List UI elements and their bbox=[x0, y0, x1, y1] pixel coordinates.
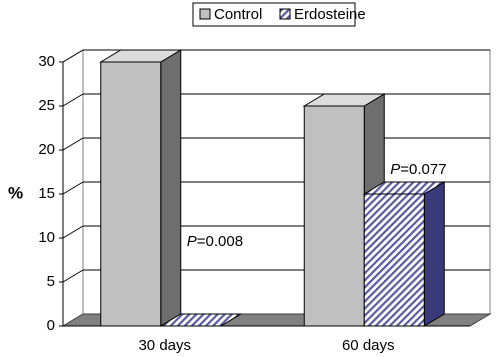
legend bbox=[192, 2, 356, 27]
bar-top bbox=[158, 313, 243, 327]
y-tick-label: 30 bbox=[38, 53, 55, 70]
y-tick-label: 15 bbox=[38, 185, 55, 202]
annotation-symbol: P bbox=[390, 161, 400, 178]
grid-line bbox=[62, 49, 84, 63]
x-tick-label: 30 days bbox=[138, 337, 191, 354]
bar bbox=[303, 105, 365, 327]
legend-swatch bbox=[199, 8, 211, 20]
grid-line bbox=[62, 181, 84, 195]
grid-line bbox=[62, 93, 84, 107]
grid-line bbox=[62, 225, 84, 239]
bar bbox=[363, 193, 425, 327]
bar-side bbox=[160, 49, 182, 327]
annotation-text: =0.008 bbox=[197, 233, 243, 250]
y-tick-label: 5 bbox=[47, 273, 55, 290]
bar bbox=[100, 61, 162, 327]
x-tick-label: 60 days bbox=[342, 337, 395, 354]
y-tick-label: 0 bbox=[47, 317, 55, 334]
grid-line bbox=[62, 269, 84, 283]
annotation-symbol: P bbox=[187, 233, 197, 250]
grid-line bbox=[62, 137, 84, 151]
y-tick-label: 20 bbox=[38, 141, 55, 158]
y-tick-label: 10 bbox=[38, 229, 55, 246]
annotation: P=0.077 bbox=[390, 161, 446, 178]
y-tick-label: 25 bbox=[38, 97, 55, 114]
legend-label: Erdosteine bbox=[294, 6, 366, 23]
legend-swatch bbox=[279, 8, 291, 20]
annotation: P=0.008 bbox=[187, 233, 243, 250]
y-axis-label: % bbox=[8, 183, 23, 202]
annotation-text: =0.077 bbox=[400, 161, 446, 178]
bar-side bbox=[423, 181, 445, 327]
legend-label: Control bbox=[214, 6, 262, 23]
